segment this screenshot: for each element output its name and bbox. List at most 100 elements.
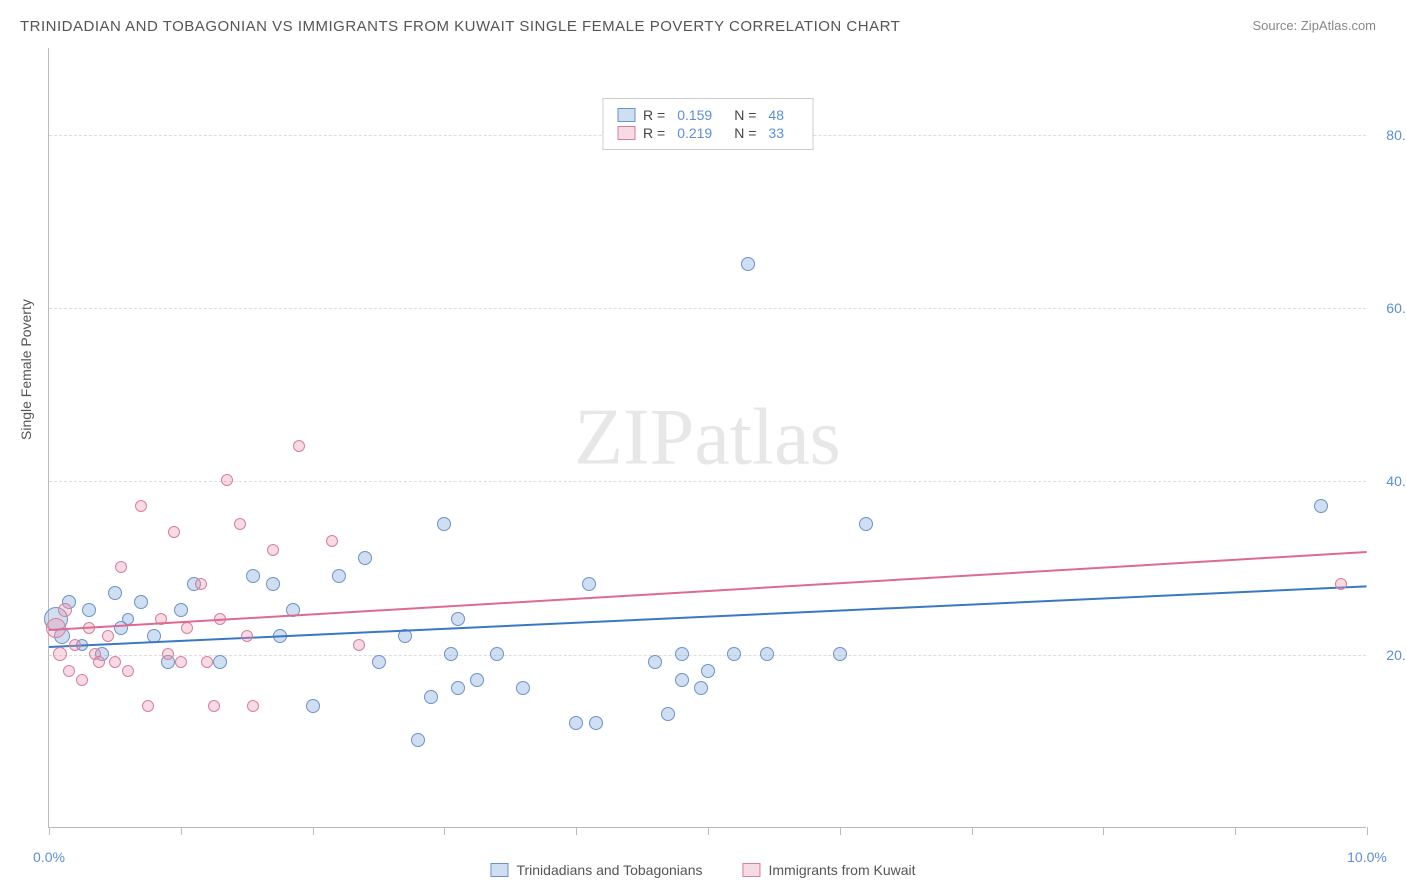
x-tick	[1235, 827, 1236, 835]
data-point	[174, 603, 188, 617]
data-point	[168, 526, 180, 538]
y-tick-label: 20.0%	[1386, 647, 1406, 663]
data-point	[134, 595, 148, 609]
y-axis-label: Single Female Poverty	[18, 299, 34, 440]
source-label: Source: ZipAtlas.com	[1252, 18, 1376, 33]
gridline	[49, 655, 1366, 656]
x-tick	[1367, 827, 1368, 835]
data-point	[108, 586, 122, 600]
data-point	[694, 681, 708, 695]
gridline	[49, 481, 1366, 482]
data-point	[246, 569, 260, 583]
legend-item: Trinidadians and Tobagonians	[490, 862, 702, 878]
data-point	[424, 690, 438, 704]
x-tick	[181, 827, 182, 835]
data-point	[181, 622, 193, 634]
gridline	[49, 308, 1366, 309]
data-point	[437, 517, 451, 531]
legend-r-label: R =	[643, 125, 665, 141]
chart-plot-area: ZIPatlas R =0.159N =48R =0.219N =33 20.0…	[48, 48, 1366, 828]
data-point	[727, 647, 741, 661]
data-point	[76, 674, 88, 686]
data-point	[741, 257, 755, 271]
data-point	[115, 561, 127, 573]
legend-r-value: 0.219	[677, 125, 712, 141]
data-point	[135, 500, 147, 512]
data-point	[201, 656, 213, 668]
data-point	[451, 681, 465, 695]
x-tick-label: 0.0%	[33, 849, 65, 865]
data-point	[122, 665, 134, 677]
data-point	[353, 639, 365, 651]
x-tick	[1103, 827, 1104, 835]
data-point	[859, 517, 873, 531]
data-point	[569, 716, 583, 730]
data-point	[675, 647, 689, 661]
data-point	[162, 648, 174, 660]
data-point	[516, 681, 530, 695]
x-tick	[313, 827, 314, 835]
legend-swatch	[617, 126, 635, 140]
legend-swatch	[490, 863, 508, 877]
data-point	[58, 603, 72, 617]
trend-line	[49, 551, 1367, 631]
data-point	[221, 474, 233, 486]
data-point	[267, 544, 279, 556]
data-point	[833, 647, 847, 661]
legend-r-label: R =	[643, 107, 665, 123]
data-point	[358, 551, 372, 565]
data-point	[372, 655, 386, 669]
legend-n-value: 48	[768, 107, 784, 123]
x-tick	[576, 827, 577, 835]
data-point	[701, 664, 715, 678]
data-point	[661, 707, 675, 721]
legend-n-value: 33	[768, 125, 784, 141]
data-point	[266, 577, 280, 591]
data-point	[102, 630, 114, 642]
legend-bottom: Trinidadians and Tobagonians Immigrants f…	[490, 862, 915, 878]
data-point	[582, 577, 596, 591]
data-point	[175, 656, 187, 668]
chart-title: TRINIDADIAN AND TOBAGONIAN VS IMMIGRANTS…	[20, 18, 900, 35]
legend-stat-row: R =0.159N =48	[617, 107, 798, 123]
data-point	[241, 630, 253, 642]
x-tick	[444, 827, 445, 835]
data-point	[93, 656, 105, 668]
data-point	[82, 603, 96, 617]
watermark-bold: ZIP	[574, 393, 694, 481]
data-point	[490, 647, 504, 661]
data-point	[213, 655, 227, 669]
data-point	[326, 535, 338, 547]
data-point	[247, 700, 259, 712]
data-point	[69, 639, 81, 651]
x-tick	[840, 827, 841, 835]
x-tick	[972, 827, 973, 835]
data-point	[760, 647, 774, 661]
y-tick-label: 80.0%	[1386, 127, 1406, 143]
data-point	[1314, 499, 1328, 513]
data-point	[470, 673, 484, 687]
data-point	[648, 655, 662, 669]
data-point	[208, 700, 220, 712]
legend-swatch	[742, 863, 760, 877]
y-tick-label: 60.0%	[1386, 300, 1406, 316]
data-point	[195, 578, 207, 590]
data-point	[53, 647, 67, 661]
legend-n-label: N =	[734, 125, 756, 141]
legend-r-value: 0.159	[677, 107, 712, 123]
data-point	[293, 440, 305, 452]
data-point	[411, 733, 425, 747]
data-point	[332, 569, 346, 583]
data-point	[444, 647, 458, 661]
legend-label: Trinidadians and Tobagonians	[516, 862, 702, 878]
x-tick	[49, 827, 50, 835]
data-point	[675, 673, 689, 687]
data-point	[142, 700, 154, 712]
data-point	[589, 716, 603, 730]
data-point	[63, 665, 75, 677]
legend-swatch	[617, 108, 635, 122]
watermark-thin: atlas	[694, 393, 841, 481]
legend-label: Immigrants from Kuwait	[768, 862, 915, 878]
data-point	[234, 518, 246, 530]
data-point	[306, 699, 320, 713]
